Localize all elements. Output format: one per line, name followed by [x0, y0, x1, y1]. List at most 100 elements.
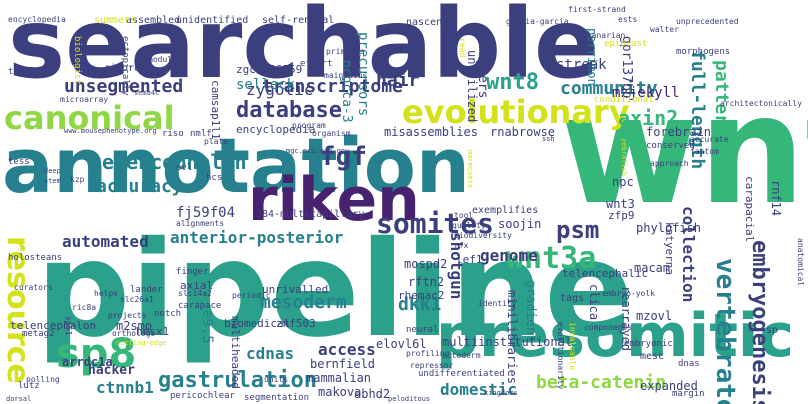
cloud-word: automated	[62, 232, 149, 251]
cloud-word: zgc:136359	[236, 63, 303, 76]
cloud-word: e9.5	[199, 310, 215, 344]
cloud-word: sp51	[64, 316, 73, 336]
cloud-word: ctnnb1	[96, 378, 154, 397]
cloud-word: morphogens	[676, 47, 731, 57]
cloud-word: somites	[376, 207, 495, 240]
cloud-word: primates	[326, 47, 365, 56]
cloud-word: fantom	[690, 147, 719, 156]
cloud-word: rearrayed	[619, 286, 633, 352]
cloud-word: resource	[0, 236, 35, 384]
cloud-word: encyclopedia	[8, 15, 66, 24]
cloud-word: riken	[248, 165, 420, 235]
cloud-word: lef1	[456, 253, 483, 266]
cloud-word: evolutionary	[402, 93, 630, 131]
cloud-word: embryo-yolk	[602, 289, 655, 298]
cloud-word: sema4c	[134, 89, 160, 97]
cloud-word: dnas	[678, 359, 700, 369]
cloud-word: biodiversity	[454, 231, 512, 240]
cloud-word: components	[584, 323, 633, 332]
cloud-word: sp	[766, 325, 779, 336]
cloud-word: summers	[94, 15, 137, 26]
cloud-word: wnt8	[486, 70, 539, 95]
cloud-word: unprecedented	[676, 17, 739, 26]
cloud-word: mzovl	[636, 309, 673, 323]
cloud-word: holosteans	[8, 253, 63, 263]
cloud-word: nmlf	[190, 129, 212, 139]
cloud-word: carapacial	[743, 176, 756, 243]
cloud-word: gradient	[523, 280, 538, 343]
cloud-word: biomedical	[224, 317, 291, 330]
cloud-word: selleck	[236, 77, 296, 93]
cloud-word: carapace	[178, 301, 222, 311]
cloud-word: cutting-edge	[116, 339, 167, 347]
cloud-word: rfx	[454, 241, 469, 250]
cloud-word: access	[318, 340, 376, 359]
cloud-word: unutilized	[465, 50, 479, 123]
cloud-word: tool	[454, 211, 474, 220]
cloud-word: rigorous	[104, 63, 153, 74]
cloud-word: finger	[176, 267, 209, 277]
cloud-word: mgc.nci.nih.gov	[286, 147, 350, 155]
cloud-word: curators	[14, 283, 53, 292]
cloud-word: riso	[162, 129, 184, 139]
cloud-word: perrimon	[585, 28, 599, 86]
cloud-word: alignments	[176, 219, 225, 228]
cloud-word: ectoderm	[442, 351, 481, 360]
cloud-word: www.mousephenotype.org	[64, 127, 157, 135]
cloud-word: neural	[406, 325, 439, 335]
cloud-word: first-strand	[568, 5, 626, 14]
cloud-word: forebrain	[646, 125, 712, 139]
cloud-word: maintains	[324, 71, 368, 80]
cloud-word: unrivalled	[262, 283, 329, 296]
cloud-word: walter	[650, 25, 679, 34]
cloud-word: encyclopedia	[236, 123, 316, 136]
cloud-word: tess	[8, 157, 30, 167]
cloud-word: streak	[556, 57, 607, 73]
cloud-word: telencephalon	[10, 319, 97, 332]
cloud-word: exemplifies	[472, 205, 539, 216]
cloud-word: identity	[478, 299, 517, 308]
cloud-word: segmentation	[244, 393, 310, 403]
cloud-word: wranglers	[475, 28, 490, 99]
cloud-word: polling	[26, 375, 60, 384]
cloud-word: read	[458, 38, 467, 58]
cloud-word: metag2	[22, 329, 55, 339]
cloud-word: rftn2	[408, 275, 445, 289]
cloud-word: self-renewal	[262, 15, 335, 26]
cloud-word: 384-multicapillary	[256, 209, 365, 220]
cloud-word: misassemblies	[384, 125, 478, 139]
cloud-word: conditional	[594, 95, 654, 105]
cloud-word: hacker	[88, 363, 135, 378]
cloud-word: mesc	[640, 351, 665, 362]
cloud-word: stem	[44, 177, 61, 185]
cloud-word: searchable	[8, 0, 600, 100]
cloud-word: multiheaded	[229, 316, 242, 389]
cloud-word: shotgun	[447, 232, 466, 300]
cloud-word: wnt3a	[506, 241, 597, 276]
cloud-word: arrdc1a	[62, 355, 113, 369]
cloud-word: lutz	[18, 381, 40, 391]
cloud-word: hesx1	[136, 325, 170, 338]
cloud-word: tags	[560, 293, 585, 304]
cloud-word: peloditous	[388, 395, 431, 403]
cloud-word: m2smo	[116, 319, 153, 333]
cloud-word: conserved	[646, 141, 695, 151]
cloud-word: nascent	[406, 17, 449, 28]
cloud-word: undifferentiated	[418, 369, 505, 379]
cloud-word: macam	[634, 261, 671, 275]
cloud-word: genome	[480, 246, 538, 265]
cloud-word: dkk1	[398, 294, 442, 315]
cloud-word: ssh	[542, 135, 555, 143]
cloud-word: gastrulation	[158, 368, 317, 393]
cloud-word: wnt	[560, 64, 808, 238]
cloud-word: deep	[44, 167, 61, 175]
cloud-word: soojin	[498, 217, 542, 231]
cloud-word: full-length	[687, 50, 708, 170]
cloud-word: slc26a1	[120, 295, 154, 304]
cloud-word: hcs	[206, 173, 223, 183]
cloud-word: telencephalon	[90, 150, 247, 174]
cloud-word: minilibraries	[505, 290, 519, 384]
cloud-word: clica	[587, 284, 601, 321]
cloud-word: anterior-posterior	[170, 228, 344, 247]
